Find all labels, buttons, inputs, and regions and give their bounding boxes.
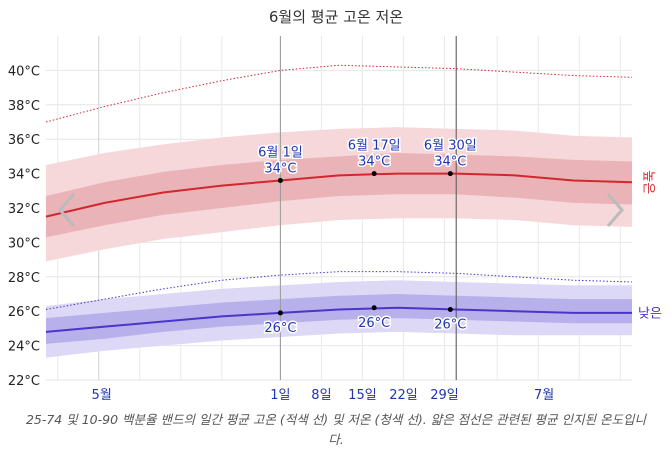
y-tick-label: 26°C [8,305,40,320]
high-mean-line [45,172,633,218]
x-tick-label: 8일 [311,388,331,403]
annotation-date: 6월 1일 [258,145,303,160]
x-tick-label: 7월 [534,388,554,403]
annotation-low-value: 26°C [264,321,296,336]
high-point [277,177,283,183]
low-perceived-line [45,271,633,310]
annotation-low-value: 26°C [358,316,390,331]
high-point [371,171,377,177]
y-tick-label: 32°C [8,202,40,217]
y-tick-label: 34°C [8,168,40,183]
y-tick-label: 30°C [8,236,40,251]
y-tick-label: 24°C [8,340,40,355]
low-mean-line [45,306,632,333]
low-point [447,306,453,312]
low-series-label: 낮은 [638,306,662,321]
x-tick-label: 5월 [92,388,112,403]
annotation-high-value: 34°C [264,161,296,176]
x-tick-label: 29일 [430,388,459,403]
chart-title: 6월의 평균 고온 저온 [269,8,403,26]
annotation-high-value: 34°C [358,155,390,170]
x-tick-label: 22일 [389,388,418,403]
chart-caption: 25-74 및 10-90 백분율 밴드의 일간 평균 고온 (적색 선) 및 … [25,412,647,447]
annotation-date: 6월 17일 [348,139,401,154]
prev-chevron-icon[interactable] [54,190,80,230]
high-point [447,171,453,177]
annotation-high-value: 34°C [434,155,466,170]
y-tick-label: 28°C [8,271,40,286]
x-tick-label: 1일 [270,388,290,403]
temperature-chart: 6월의 평균 고온 저온 22°C 24°C 26°C 28°C 30°C 32°C 34°C… [8,8,662,403]
low-band-25-75 [46,294,632,344]
x-tick-label: 15일 [348,388,377,403]
low-point [277,310,283,316]
high-perceived-line [45,64,633,123]
low-point [371,305,377,311]
high-series-label: 높은 [641,170,656,194]
y-tick-label: 40°C [8,64,40,79]
annotation-date: 6월 30일 [424,139,477,154]
y-tick-label: 36°C [8,133,40,148]
next-chevron-icon[interactable] [602,190,628,230]
annotation-low-value: 26°C [434,317,466,332]
y-tick-label: 22°C [8,374,40,389]
y-tick-label: 38°C [8,99,40,114]
